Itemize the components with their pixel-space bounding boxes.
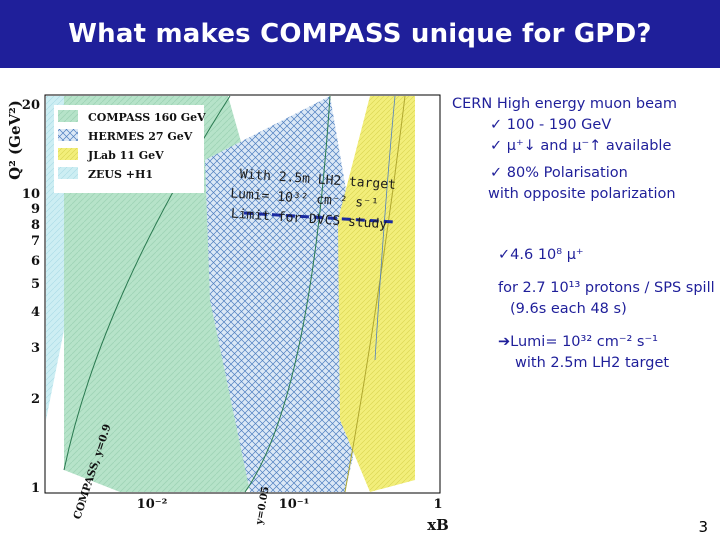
polarisation-sub: with opposite polarization bbox=[488, 186, 676, 202]
x-axis-label: xB bbox=[427, 516, 449, 534]
y-tick-3: 3 bbox=[31, 341, 40, 356]
y-tick-2: 2 bbox=[31, 392, 40, 407]
legend-swatch-jlab bbox=[58, 148, 78, 160]
x-ticks: 10⁻² 10⁻¹ 1 bbox=[137, 497, 443, 512]
y-tick-9: 9 bbox=[31, 202, 40, 217]
spill-line: (9.6s each 48 s) bbox=[510, 301, 627, 317]
y005-curve bbox=[244, 95, 331, 493]
legend-swatch-hermes bbox=[58, 129, 78, 141]
legend-swatch-zeus bbox=[58, 167, 78, 179]
y-tick-7: 7 bbox=[31, 234, 40, 249]
legend-label-jlab: JLab 11 GeV bbox=[87, 149, 164, 162]
y-axis-label: Q² (GeV²) bbox=[6, 100, 24, 180]
title-bar: What makes COMPASS unique for GPD? bbox=[0, 0, 720, 68]
x-tick-0.1: 10⁻¹ bbox=[279, 497, 310, 512]
y-tick-20: 20 bbox=[22, 98, 40, 113]
legend-label-compass: COMPASS 160 GeV bbox=[88, 111, 206, 124]
intensity-line: ✓4.6 10⁸ μ⁺ bbox=[498, 247, 584, 263]
page-number: 3 bbox=[698, 518, 708, 536]
x-tick-0.01: 10⁻² bbox=[137, 497, 168, 512]
legend-swatch-compass bbox=[58, 110, 78, 122]
annotation: With 2.5m LH2 target Lumi= 10³² cm⁻² s⁻¹… bbox=[230, 167, 397, 232]
legend-label-hermes: HERMES 27 GeV bbox=[88, 130, 193, 143]
beam-line: CERN High energy muon beam bbox=[452, 96, 678, 112]
protons-line: for 2.7 10¹³ protons / SPS spill bbox=[498, 280, 715, 296]
legend-label-zeus: ZEUS +H1 bbox=[88, 168, 153, 181]
muons-line: ✓ μ⁺↓ and μ⁻↑ available bbox=[490, 138, 672, 154]
jlab-region bbox=[338, 96, 415, 492]
energy-line: ✓ 100 - 190 GeV bbox=[490, 117, 612, 133]
polarisation-line: ✓ 80% Polarisation bbox=[490, 165, 628, 181]
y-tick-8: 8 bbox=[31, 218, 40, 233]
x-tick-1: 1 bbox=[433, 497, 442, 512]
hermes-boundary bbox=[374, 95, 396, 361]
kinematic-plot: With 2.5m LH2 target Lumi= 10³² cm⁻² s⁻¹… bbox=[6, 94, 449, 534]
jlab-boundary bbox=[344, 95, 406, 493]
y-tick-6: 6 bbox=[31, 254, 40, 269]
target-line: with 2.5m LH2 target bbox=[515, 355, 670, 371]
slide-title: What makes COMPASS unique for GPD? bbox=[68, 19, 652, 49]
hermes-region bbox=[205, 96, 375, 492]
lumi-line: ➔Lumi= 10³² cm⁻² s⁻¹ bbox=[498, 334, 658, 350]
y-tick-5: 5 bbox=[31, 277, 40, 292]
y-ticks: 20 10 9 8 7 6 5 4 3 2 1 bbox=[22, 98, 40, 496]
legend: COMPASS 160 GeV HERMES 27 GeV JLab 11 Ge… bbox=[54, 105, 206, 193]
y-tick-10: 10 bbox=[22, 187, 40, 202]
y-tick-1: 1 bbox=[31, 481, 40, 496]
y-tick-4: 4 bbox=[31, 305, 40, 320]
lumi-limit-line bbox=[243, 211, 396, 224]
